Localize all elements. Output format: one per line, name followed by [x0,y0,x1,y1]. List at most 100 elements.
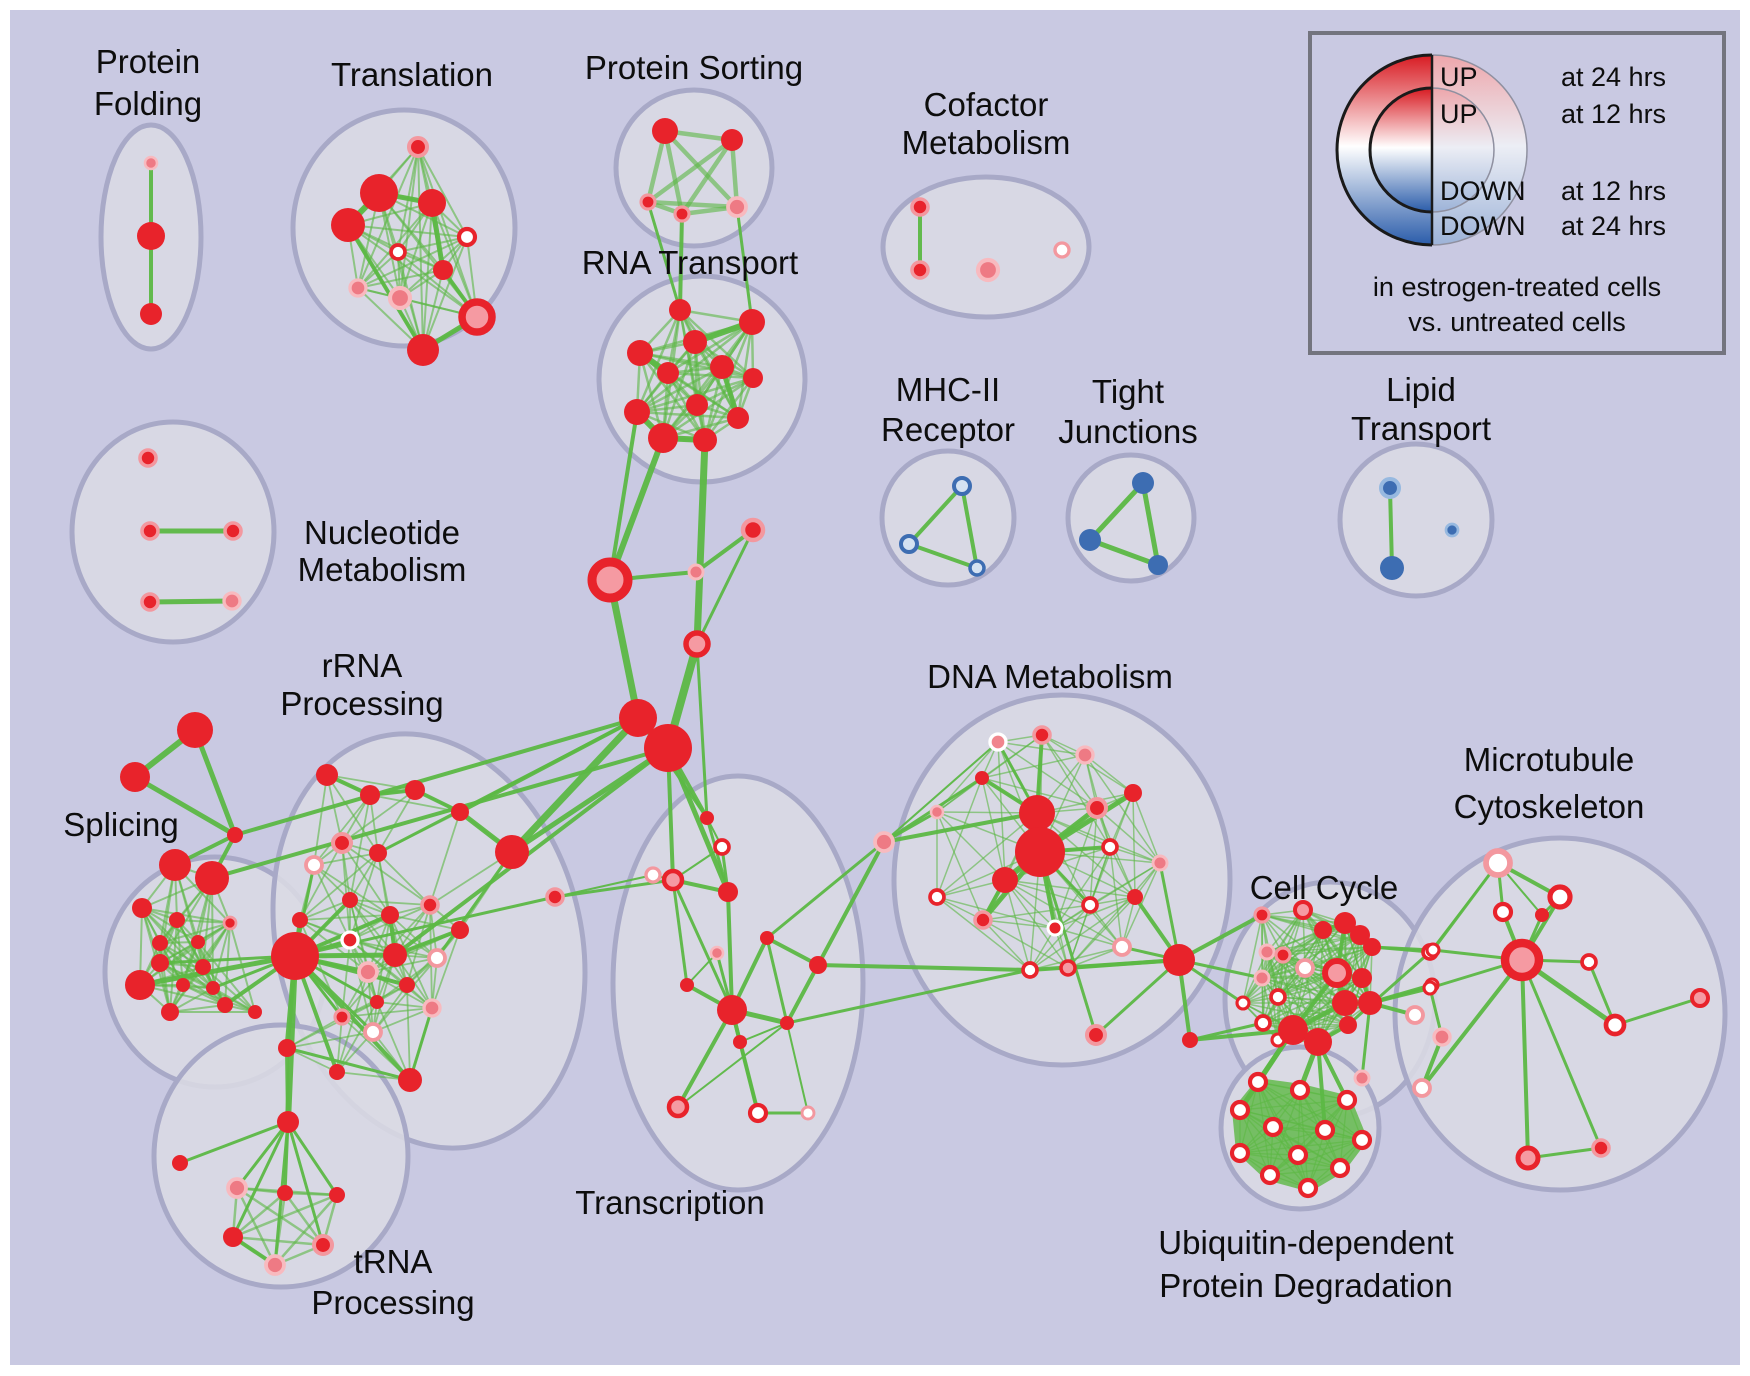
gene-node-sp10 [176,978,190,992]
edge [1520,958,1603,1150]
edge [608,410,639,582]
edge [907,484,964,546]
edge [1261,977,1349,1026]
gene-node-rr12 [340,930,360,950]
gene-node-d12 [1127,889,1143,905]
gene-node-d9 [992,867,1018,893]
edge [786,1022,809,1114]
gene-node-x15 [800,1105,816,1121]
edge [169,1004,226,1013]
gene-node-x8 [809,956,827,974]
gene-node-cc27 [1182,1032,1198,1048]
edge [397,236,468,253]
gene-node-rr2 [405,780,425,800]
gene-node-cc4 [1350,925,1370,945]
gene-node-u0 [1247,1071,1269,1093]
cluster-ellipse-tight-junctions [1065,452,1197,584]
gene-node-r2 [683,330,707,354]
cluster-ellipse-trna-processing [151,1022,411,1290]
edge [1067,896,1136,969]
edge [286,1047,338,1073]
edge [1587,960,1617,1027]
gene-node-r7 [686,394,708,416]
edge [349,899,431,906]
gene-node-cc24 [1432,1027,1452,1047]
legend-direction-1: UP [1440,99,1478,129]
edge [1089,862,1161,906]
edge [417,146,478,318]
gene-node-rr19 [333,1008,351,1026]
gene-node-tr6 [311,1233,335,1257]
cluster-label-mhc-ii-receptor: MHC-II [896,371,1000,408]
gene-node-d0 [988,732,1008,752]
gene-node-u6 [1351,1129,1373,1151]
gene-node-t4 [456,226,478,248]
gene-node-sp6 [191,935,205,949]
legend-direction-3: DOWN [1440,211,1525,241]
gene-node-cc10 [1352,968,1372,988]
gene-node-rr17 [399,977,415,993]
gene-node-r6 [743,368,763,388]
gene-node-rr16 [427,948,447,968]
edge [176,919,231,924]
gene-node-c3 [1053,241,1071,259]
gene-node-x10 [717,995,747,1025]
edge [376,716,640,855]
edge [554,874,654,898]
gene-node-rr18 [370,995,384,1009]
gene-node-tg0 [177,712,213,748]
edge [1004,879,1123,948]
cluster-label-rna-transport: RNA Transport [582,244,798,281]
edge [286,1120,339,1197]
edge [376,914,391,1003]
edge [389,914,438,959]
edge [666,320,754,375]
gene-node-r8 [624,399,650,425]
gene-node-mt9 [1580,953,1598,971]
gene-node-rr8 [342,892,358,908]
edge [936,811,1006,881]
edge [224,922,231,1006]
edge [313,864,351,941]
edge [1346,950,1432,1027]
gene-node-rr22 [278,1039,296,1057]
gene-node-x0 [700,811,714,825]
legend-time-1: at 12 hrs [1561,99,1666,129]
gene-node-tr1 [172,1155,188,1171]
edge [726,890,734,1012]
gene-node-t6 [433,260,453,280]
edge [1054,846,1111,929]
cluster-label-mhc-ii-receptor: Receptor [881,411,1015,448]
gene-node-r10 [648,423,678,453]
gene-node-d18 [1021,961,1039,979]
gene-node-n3 [140,592,160,612]
edge [508,714,642,856]
cluster-ellipse-microtubule-cytoskeleton [1392,835,1728,1193]
gene-node-mt3 [1535,908,1549,922]
edge [336,1071,411,1081]
edge [197,941,256,1013]
legend-direction-2: DOWN [1440,176,1525,206]
edge [638,351,707,442]
edge [1282,946,1373,956]
edge [341,842,431,906]
cluster-label-nucleotide-metabolism: Nucleotide [304,514,460,551]
edge [367,904,431,973]
gene-node-d6 [929,804,945,820]
cluster-label-cofactor-metabolism: Cofactor [924,86,1049,123]
edge [645,137,735,205]
gene-node-x9 [680,978,694,992]
edge [1613,996,1702,1027]
gene-node-r11 [693,428,717,452]
gene-node-cc1 [1293,900,1313,920]
edge [883,741,999,843]
gene-node-d22 [1084,1023,1108,1047]
gene-node-cc26 [1412,1078,1432,1098]
edge [299,914,391,921]
gene-node-cc2 [1314,921,1332,939]
gene-node-tr3 [277,1185,293,1201]
gene-node-sp7 [151,954,169,972]
edge [1029,904,1091,971]
edge [982,919,1069,969]
gene-node-d13 [928,888,946,906]
